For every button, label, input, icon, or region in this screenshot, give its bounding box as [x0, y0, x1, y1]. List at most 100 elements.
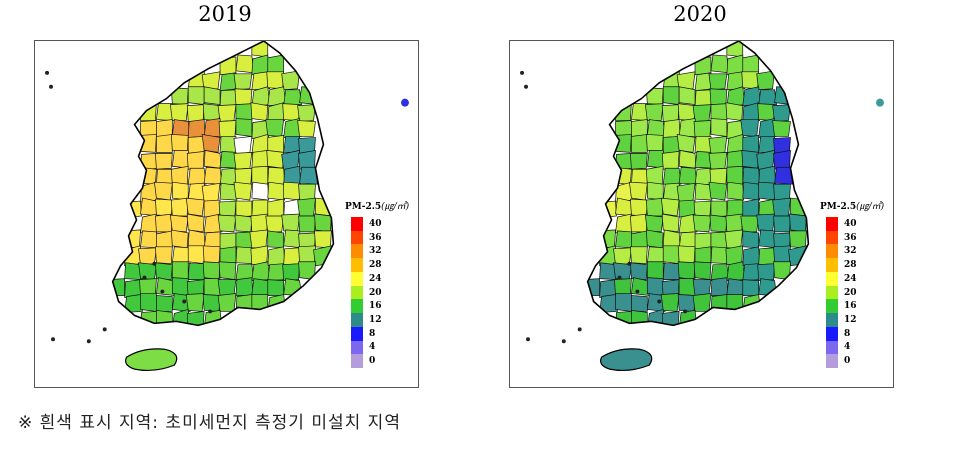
- district-region: [630, 198, 648, 217]
- footnote: ※ 흰색 표시 지역: 초미세먼지 측정기 미설치 지역: [18, 413, 401, 433]
- district-region: [708, 151, 728, 170]
- island: [617, 275, 622, 280]
- island: [49, 84, 54, 89]
- district-region: [773, 215, 791, 233]
- district-region: [615, 293, 632, 312]
- district-region: [267, 181, 286, 201]
- island: [142, 275, 147, 280]
- district-region: [660, 293, 680, 312]
- legend-tick-label: 20: [369, 287, 382, 298]
- district-region: [726, 165, 744, 185]
- island: [683, 309, 688, 314]
- district-region: [645, 87, 664, 106]
- district-region: [742, 279, 760, 296]
- legend-tick-label: 12: [844, 314, 857, 325]
- legend-tick-label: 12: [369, 314, 382, 325]
- panel-title-2020: 2020: [673, 2, 727, 26]
- district-region: [758, 89, 777, 106]
- district-region: [742, 54, 760, 75]
- legend-tick-label: 24: [844, 273, 857, 284]
- district-region: [140, 230, 159, 249]
- district-region: [789, 230, 807, 249]
- district-region: [772, 104, 791, 122]
- district-region: [710, 200, 728, 218]
- legend-title: PM-2.5(㎍/㎥): [345, 202, 410, 212]
- district-region: [662, 245, 680, 265]
- district-region: [726, 181, 745, 201]
- panel-title-2019: 2019: [198, 2, 252, 26]
- district-region: [773, 183, 791, 201]
- district-region: [250, 102, 269, 121]
- district-region: [283, 89, 302, 106]
- island: [86, 339, 91, 344]
- district-region: [154, 181, 173, 201]
- district-region: [251, 199, 270, 217]
- district-region: [644, 214, 664, 233]
- district-region: [742, 198, 760, 219]
- district-region: [235, 231, 253, 250]
- legend-swatch: [826, 258, 838, 273]
- district-region: [251, 71, 271, 91]
- district-region: [710, 103, 728, 121]
- district-region: [710, 294, 729, 313]
- district-region: [646, 277, 664, 296]
- district-region: [203, 278, 221, 296]
- legend-color-bar: [826, 217, 838, 369]
- district-region: [757, 263, 775, 281]
- district-region: [202, 294, 221, 312]
- district-region: [726, 71, 746, 91]
- district-region: [678, 213, 698, 234]
- district-region: [314, 213, 332, 233]
- district-region: [677, 245, 696, 265]
- legend-color-bar: [351, 217, 363, 369]
- district-region: [282, 103, 300, 121]
- district-region: [187, 136, 205, 154]
- district-region: [661, 311, 680, 326]
- district-region: [740, 119, 760, 137]
- district-region: [187, 229, 206, 249]
- district-region: [171, 119, 191, 137]
- district-region: [139, 278, 157, 296]
- district-region: [219, 89, 238, 108]
- district-region: [155, 198, 173, 217]
- district-region: [692, 293, 712, 312]
- legend-swatch: [826, 230, 838, 245]
- district-region: [678, 278, 696, 296]
- district-region: [742, 166, 761, 185]
- district-region: [726, 278, 746, 296]
- legend-swatch: [826, 326, 838, 342]
- district-region: [187, 245, 205, 265]
- district-region: [740, 215, 760, 233]
- district-region: [203, 86, 221, 106]
- district-region: [756, 70, 775, 91]
- district-region: [631, 295, 648, 312]
- district-region: [710, 246, 729, 265]
- legend-swatch: [351, 217, 363, 232]
- district-region: [630, 213, 648, 233]
- district-region: [267, 230, 285, 249]
- legend-tick-label: 36: [369, 232, 382, 243]
- island: [875, 98, 884, 107]
- district-region: [788, 245, 807, 267]
- district-region: [662, 263, 681, 280]
- district-region: [281, 213, 300, 233]
- island: [400, 98, 409, 107]
- district-region: [742, 230, 760, 249]
- district-region: [629, 181, 648, 201]
- district-region: [772, 120, 791, 137]
- legend-swatch: [826, 313, 838, 328]
- district-region: [203, 149, 222, 169]
- district-region: [726, 149, 745, 169]
- district-region: [251, 165, 269, 185]
- district-region: [266, 71, 285, 90]
- district-region: [644, 103, 664, 121]
- district-region: [694, 182, 713, 201]
- district-region: [201, 71, 221, 92]
- district-region: [676, 134, 696, 153]
- legend-swatch: [351, 244, 363, 259]
- district-region: [217, 214, 237, 233]
- island: [577, 327, 582, 332]
- district-region: [677, 294, 696, 312]
- district-region: [218, 120, 237, 138]
- district-region: [662, 229, 681, 249]
